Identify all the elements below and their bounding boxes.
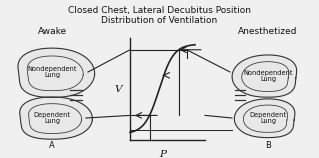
Polygon shape — [234, 99, 295, 138]
Text: Closed Chest, Lateral Decubitus Position: Closed Chest, Lateral Decubitus Position — [68, 6, 250, 15]
Polygon shape — [20, 97, 93, 139]
Text: B: B — [265, 141, 271, 150]
Text: P: P — [159, 150, 166, 158]
Text: Awake: Awake — [37, 27, 67, 36]
Polygon shape — [18, 48, 95, 97]
Text: A: A — [49, 141, 55, 150]
Text: V: V — [115, 85, 122, 94]
Polygon shape — [232, 55, 297, 97]
Text: Nondependent
Lung: Nondependent Lung — [27, 66, 77, 79]
Text: Dependent
Lung: Dependent Lung — [33, 112, 70, 125]
Text: Anesthetized: Anesthetized — [238, 27, 298, 36]
Text: Dependent
Lung: Dependent Lung — [249, 112, 286, 125]
Text: Nondependent
Lung: Nondependent Lung — [243, 70, 293, 82]
Text: Distribution of Ventilation: Distribution of Ventilation — [101, 16, 217, 25]
